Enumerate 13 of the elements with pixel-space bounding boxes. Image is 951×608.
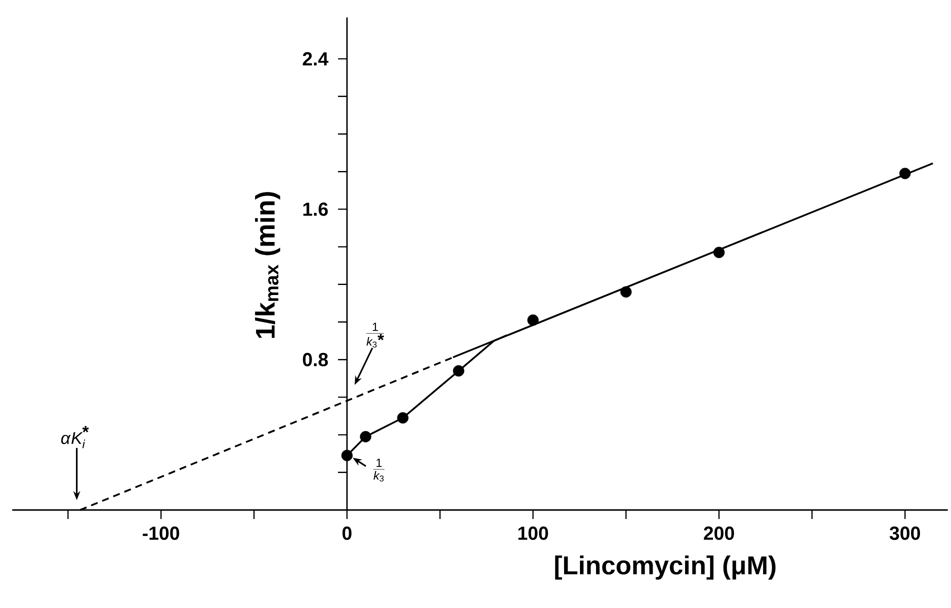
annotation: $\frac{1}{k_{3}}$ [373,458,385,482]
annotation: $\alpha K_{i}^{\mbox{*}}$ [61,426,89,448]
x-tick-label: 200 [704,526,734,540]
y-axis-title: 1/k$_{max}$ (min) [255,192,280,338]
annotation: $\frac{1}{k_{3}\mbox{*}}$ [366,322,384,348]
x-tick-label: 0 [342,526,352,540]
x-axis-title: [Lincomycin] (μM) [555,556,776,580]
y-tick-label: 2.4 [302,52,328,66]
x-tick-label: 100 [518,526,548,540]
x-tick-label: -100 [142,526,180,540]
y-tick-label: 1.6 [303,202,328,216]
y-tick-label: 0.8 [302,352,328,366]
x-tick-label: 300 [890,526,920,540]
